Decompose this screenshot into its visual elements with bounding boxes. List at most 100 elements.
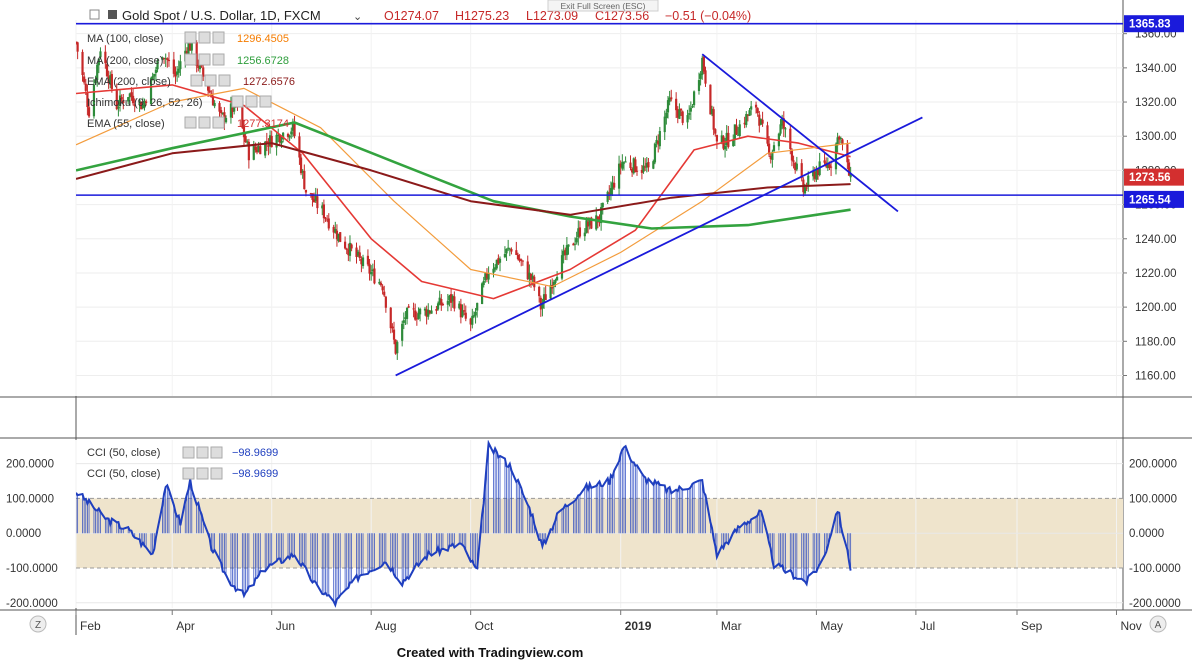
candle-body [745, 113, 748, 125]
cci-tick-label-right: -100.0000 [1129, 563, 1181, 575]
close-icon[interactable] [259, 95, 272, 108]
last-price-badge-label: 1273.56 [1129, 172, 1171, 184]
candle-body [141, 104, 144, 109]
candle-body [94, 79, 97, 84]
candle-body [303, 170, 306, 190]
support-badge-label: 1265.54 [1129, 194, 1171, 206]
candle-body [347, 249, 350, 256]
candle-body [841, 139, 844, 145]
candle-body [813, 171, 816, 179]
candle-body [218, 103, 221, 112]
eye-icon[interactable] [184, 31, 197, 44]
gear-icon[interactable] [198, 31, 211, 44]
gear-icon[interactable] [198, 53, 211, 66]
indicator-label[interactable]: EMA (200, close) [87, 76, 171, 88]
candle-body [529, 274, 533, 280]
auto-scale-button[interactable]: A [1149, 615, 1167, 633]
gear-icon[interactable] [196, 446, 209, 459]
candle-body [293, 122, 296, 137]
candle-body [847, 162, 851, 176]
candle-body [629, 162, 632, 169]
candle-body [474, 311, 477, 316]
candle-body [472, 315, 476, 317]
candle-body [453, 296, 456, 309]
candle-body [288, 135, 291, 138]
eye-icon[interactable] [182, 467, 195, 480]
candle-body [463, 310, 466, 312]
candle-body [153, 73, 156, 77]
close-icon[interactable] [210, 467, 223, 480]
candle-body [86, 92, 89, 108]
candle-body [110, 74, 113, 89]
cci-tick-label-right: 200.0000 [1129, 459, 1177, 471]
candle-body [105, 64, 109, 77]
candle-body [768, 143, 771, 155]
close-icon[interactable] [218, 74, 231, 87]
cci-value: −98.9699 [232, 447, 278, 459]
candle-body [632, 158, 635, 174]
ohlc-close: C1273.56 [595, 9, 649, 23]
gear-icon[interactable] [198, 116, 211, 129]
candle-body [697, 80, 701, 92]
candle-body [679, 108, 683, 111]
symbol-title[interactable]: Gold Spot / U.S. Dollar, 1D, FXCM [122, 8, 321, 23]
candle-body [655, 139, 658, 143]
chevron-down-icon[interactable]: ⌄ [353, 11, 362, 23]
candle-body [275, 134, 278, 148]
indicator-label[interactable]: MA (200, close) [87, 55, 163, 67]
candle-body [572, 243, 575, 246]
indicator-controls[interactable] [184, 31, 272, 129]
close-icon[interactable] [210, 446, 223, 459]
candle-body [737, 134, 740, 136]
candle-body [578, 227, 582, 237]
cci-label[interactable]: CCI (50, close) [87, 468, 160, 480]
gear-icon[interactable] [196, 467, 209, 480]
candle-body [727, 132, 730, 147]
candle-body [541, 303, 544, 309]
close-icon[interactable] [212, 116, 225, 129]
candle-body [652, 161, 655, 169]
timezone-button[interactable]: Z [29, 615, 47, 633]
indicator-label[interactable]: Ichimoku (9, 26, 52, 26) [87, 97, 203, 109]
eye-icon[interactable] [182, 446, 195, 459]
candle-body [725, 132, 728, 146]
eye-icon[interactable] [184, 116, 197, 129]
candle-body [176, 71, 179, 75]
candle-body [538, 286, 541, 297]
candle-body [738, 124, 741, 136]
candle-body [816, 168, 820, 175]
candle-body [231, 103, 234, 112]
indicator-label[interactable]: MA (100, close) [87, 33, 163, 45]
candle-body [254, 146, 257, 150]
candle-body [404, 317, 407, 319]
candle-body [197, 64, 200, 68]
candle-body [621, 161, 624, 169]
close-icon[interactable] [212, 31, 225, 44]
price-tick-label: 1240.00 [1135, 234, 1177, 246]
candle-body [710, 108, 714, 115]
candle-body [469, 318, 472, 325]
gear-icon[interactable] [204, 74, 217, 87]
chart-header: Gold Spot / U.S. Dollar, 1D, FXCM ⌄ O127… [89, 0, 751, 23]
candle-body [286, 133, 290, 137]
candle-body [487, 272, 490, 280]
indicator-label[interactable]: EMA (55, close) [87, 118, 165, 130]
cci-line [76, 440, 852, 608]
candle-body [195, 42, 198, 67]
candle-body [109, 75, 112, 84]
candle-body [836, 137, 839, 146]
eye-icon[interactable] [184, 53, 197, 66]
candle-body [702, 56, 705, 72]
candle-body [412, 308, 415, 310]
cci-label[interactable]: CCI (50, close) [87, 447, 160, 459]
candle-body [723, 145, 727, 150]
eye-icon[interactable] [231, 95, 244, 108]
eye-icon[interactable] [190, 74, 203, 87]
close-icon[interactable] [212, 53, 225, 66]
gear-icon[interactable] [245, 95, 258, 108]
exit-fullscreen-button[interactable] [547, 0, 659, 12]
candle-body [449, 294, 453, 303]
collapse-icon[interactable] [89, 9, 100, 20]
